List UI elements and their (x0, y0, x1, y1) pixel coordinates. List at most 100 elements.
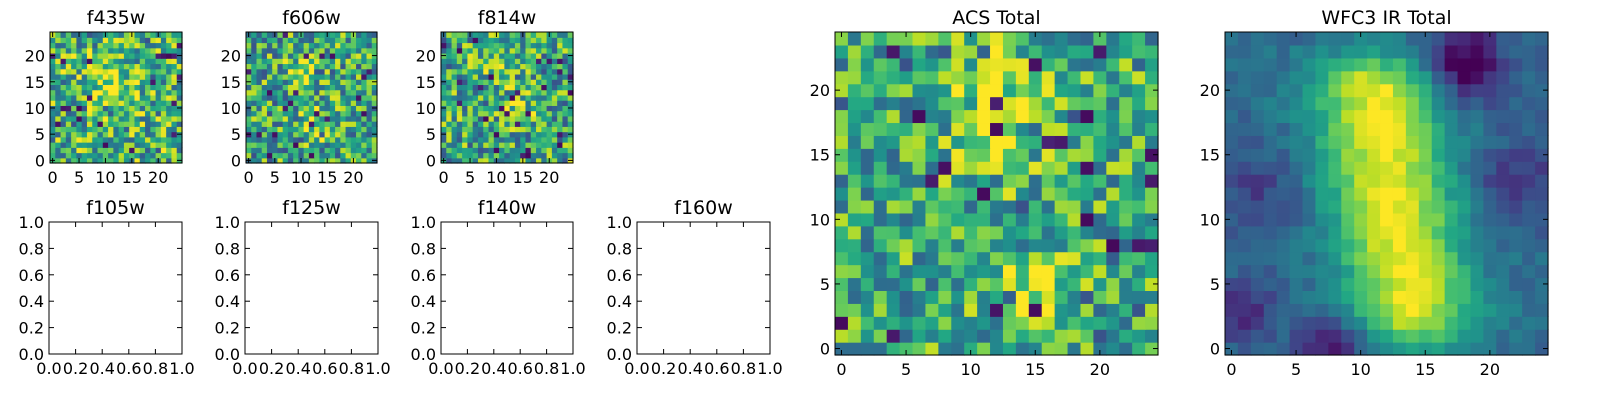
heatmap-cell (514, 68, 521, 75)
heatmap-cell (860, 57, 875, 72)
heatmap-cell (324, 47, 331, 54)
heatmap-cell (129, 58, 136, 65)
heatmap-cell (1263, 44, 1278, 59)
heatmap-cell (261, 136, 268, 143)
heatmap-cell (1015, 225, 1030, 240)
heatmap-cell (272, 73, 279, 80)
heatmap-cell (1093, 96, 1107, 111)
heatmap-cell (530, 110, 537, 117)
heatmap-cell (350, 94, 357, 101)
heatmap-cell (964, 109, 978, 124)
heatmap-cell (123, 63, 130, 70)
heatmap-cell (1237, 199, 1252, 214)
heatmap-cell (272, 136, 279, 143)
heatmap-cell (1289, 83, 1304, 98)
heatmap-cell (261, 63, 268, 70)
heatmap-cell (340, 52, 347, 59)
heatmap-cell (557, 73, 564, 80)
heatmap-cell (166, 79, 173, 85)
heatmap-cell (541, 47, 548, 54)
heatmap-cell (1483, 212, 1497, 227)
heatmap-cell (472, 89, 479, 96)
heatmap-cell (477, 152, 484, 159)
heatmap-cell (451, 89, 458, 96)
heatmap-cell (1483, 303, 1497, 317)
heatmap-cell (329, 42, 336, 49)
heatmap-cell (319, 110, 326, 117)
heatmap-cell (1276, 199, 1291, 214)
heatmap-cell (1302, 277, 1317, 291)
heatmap-cell (86, 68, 93, 75)
heatmap-cell (472, 105, 479, 112)
heatmap-cell (1237, 109, 1252, 124)
heatmap-cell (912, 225, 927, 240)
heatmap-cell (899, 135, 914, 149)
heatmap-cell (499, 142, 505, 148)
heatmap-cell (1263, 238, 1278, 253)
heatmap-cell (567, 84, 574, 91)
heatmap-cell (145, 42, 151, 49)
heatmap-cell (139, 152, 146, 159)
heatmap-cell (266, 52, 273, 59)
heatmap-cell (1002, 277, 1017, 291)
x-tick-label: 0.8 (534, 359, 559, 378)
heatmap-cell (1237, 264, 1252, 279)
heatmap-cell (886, 83, 901, 98)
heatmap-cell (1522, 199, 1536, 214)
heatmap-cell (899, 122, 914, 136)
heatmap-cell (139, 68, 146, 75)
heatmap-cell (129, 68, 136, 75)
heatmap-cell (562, 73, 569, 80)
heatmap-cell (899, 109, 914, 124)
heatmap-cell (1132, 277, 1146, 291)
heatmap-cell (345, 42, 352, 49)
heatmap-cell (886, 187, 901, 201)
x-tick-label: 0.4 (285, 359, 310, 378)
heatmap-cell (314, 115, 320, 122)
y-tick-label: 20 (25, 47, 45, 66)
heatmap-cell (60, 136, 67, 143)
heatmap-cell (1470, 238, 1484, 253)
heatmap-cell (1093, 57, 1107, 72)
heatmap-cell (1354, 122, 1368, 136)
heatmap-cell (567, 126, 574, 133)
heatmap-cell (1041, 238, 1056, 253)
y-tick-label: 10 (1200, 210, 1220, 229)
heatmap-cell (50, 121, 56, 127)
heatmap-cell (366, 115, 373, 122)
heatmap-cell (60, 126, 67, 133)
heatmap-cell (1067, 277, 1082, 291)
heatmap-cell (1028, 329, 1043, 343)
heatmap-cell (50, 42, 56, 49)
heatmap-cell (86, 42, 93, 49)
heatmap-cell (1328, 174, 1342, 188)
heatmap-cell (977, 32, 991, 46)
heatmap-cell (102, 131, 109, 138)
heatmap-cell (118, 94, 125, 101)
heatmap-cell (1093, 251, 1107, 266)
heatmap-cell (1237, 135, 1252, 149)
heatmap-cell (467, 47, 474, 54)
heatmap-cell (467, 126, 474, 133)
heatmap-cell (303, 105, 310, 112)
heatmap-cell (1225, 32, 1239, 46)
heatmap-cell (366, 73, 373, 80)
heatmap-cell (483, 115, 490, 122)
heatmap-cell (873, 251, 888, 266)
heatmap-cell (488, 73, 495, 80)
heatmap-cell (530, 47, 537, 54)
heatmap-cell (977, 303, 991, 317)
heatmap-cell (86, 157, 93, 164)
heatmap-cell (541, 105, 548, 112)
heatmap-cell (964, 187, 978, 201)
heatmap-cell (50, 47, 56, 54)
heatmap-cell (1015, 109, 1030, 124)
heatmap-cell (1315, 303, 1329, 317)
heatmap-cell (1002, 83, 1017, 98)
heatmap-cell (1041, 174, 1056, 188)
heatmap-cell (873, 290, 888, 304)
heatmap-cell (118, 115, 125, 122)
heatmap-cell (76, 136, 83, 143)
heatmap-cell (1354, 174, 1368, 188)
heatmap-cell (504, 68, 511, 75)
